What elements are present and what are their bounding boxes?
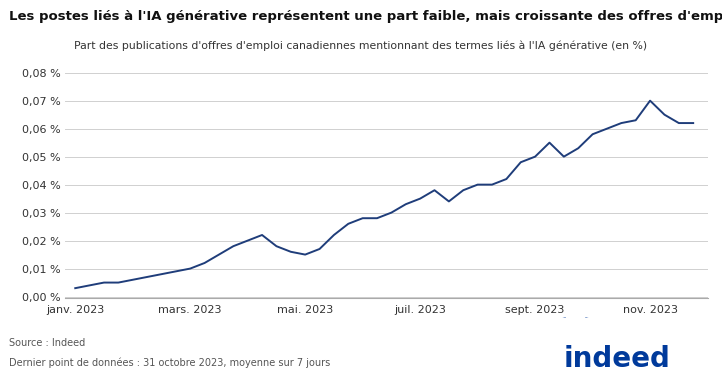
- Text: Les postes liés à l'IA générative représentent une part faible, mais croissante : Les postes liés à l'IA générative représ…: [9, 10, 722, 23]
- Text: Source : Indeed: Source : Indeed: [9, 338, 85, 348]
- Text: Part des publications d'offres d'emploi canadiennes mentionnant des termes liés : Part des publications d'offres d'emploi …: [74, 40, 648, 50]
- Text: Dernier point de données : 31 octobre 2023, moyenne sur 7 jours: Dernier point de données : 31 octobre 20…: [9, 357, 330, 367]
- Text: indeed: indeed: [564, 345, 671, 373]
